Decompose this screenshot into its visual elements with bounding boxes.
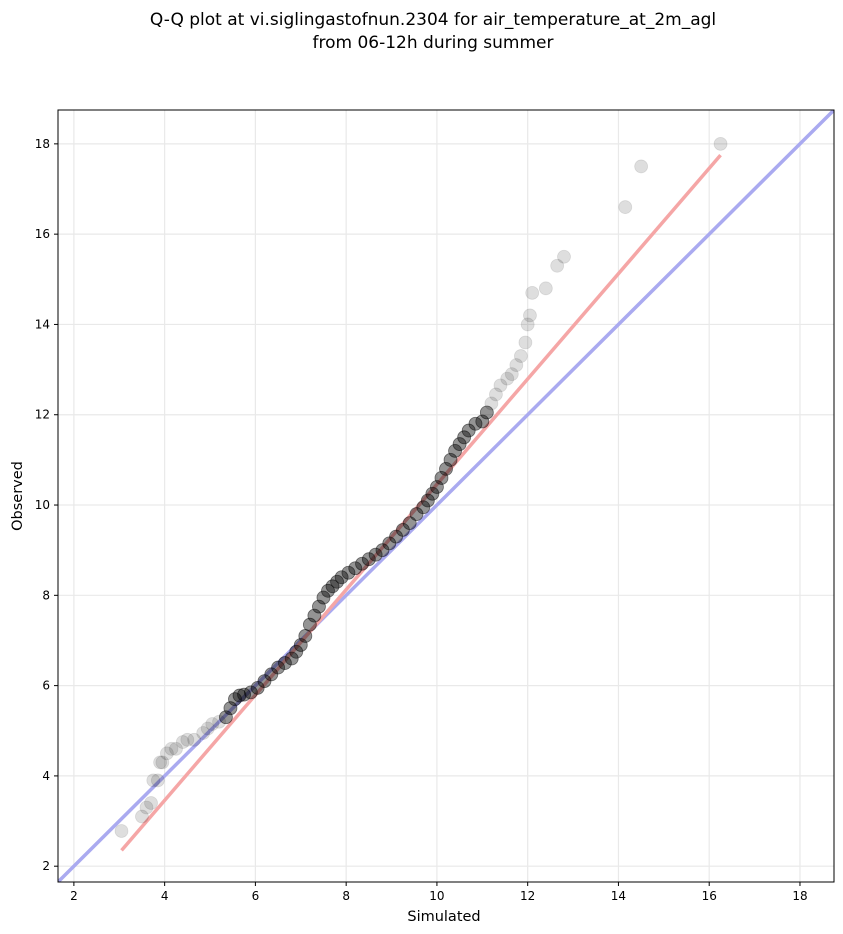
- data-point: [146, 773, 161, 788]
- data-point: [523, 308, 537, 323]
- data-point: [139, 800, 154, 815]
- data-point: [278, 656, 292, 670]
- data-point: [439, 462, 453, 476]
- data-point: [504, 367, 519, 382]
- x-tick-label: 2: [70, 889, 78, 903]
- chart-title-line-2: from 06-12h during summer: [313, 33, 554, 53]
- data-point: [430, 480, 444, 494]
- y-axis-ticks: 2 4 6 8 10 12 14 16 18: [35, 137, 58, 873]
- data-point: [180, 732, 195, 747]
- data-point: [500, 371, 515, 386]
- x-tick-label: 6: [252, 889, 260, 903]
- data-point: [420, 493, 435, 508]
- y-axis-label: Observed: [10, 461, 26, 531]
- data-point: [361, 552, 376, 567]
- data-point: [634, 159, 649, 174]
- data-point: [243, 685, 258, 700]
- data-point: [355, 556, 369, 571]
- x-tick-label: 16: [702, 889, 717, 903]
- data-point: [713, 136, 728, 151]
- data-point: [550, 258, 565, 273]
- data-point: [223, 701, 238, 716]
- data-point: [205, 717, 220, 731]
- y-tick-label: 6: [42, 679, 50, 693]
- x-tick-label: 10: [429, 889, 444, 903]
- data-point: [341, 565, 356, 580]
- data-point: [293, 638, 308, 652]
- y-tick-label: 14: [35, 317, 50, 331]
- data-point: [525, 285, 540, 300]
- data-point: [448, 443, 462, 458]
- data-point: [160, 746, 174, 761]
- data-point: [219, 710, 233, 725]
- data-point: [368, 547, 383, 562]
- y-tick-label: 18: [35, 137, 50, 151]
- data-point: [302, 617, 317, 632]
- data-point: [169, 741, 183, 756]
- data-point: [232, 688, 247, 703]
- data-point: [114, 824, 129, 838]
- data-point: [164, 741, 179, 756]
- data-point: [493, 378, 508, 393]
- y-tick-label: 16: [35, 227, 50, 241]
- data-point: [479, 405, 494, 420]
- reference-lines: [58, 110, 834, 882]
- y-tick-label: 8: [42, 588, 50, 602]
- data-point: [509, 358, 524, 372]
- data-point: [489, 387, 503, 402]
- data-point: [307, 608, 322, 623]
- x-axis-ticks: 2 4 6 8 10 12 14 16 18: [70, 882, 808, 903]
- x-tick-label: 18: [792, 889, 807, 903]
- x-axis-label: Simulated: [407, 909, 480, 925]
- y-tick-label: 2: [42, 859, 50, 873]
- data-point: [538, 281, 553, 296]
- data-point: [196, 726, 211, 740]
- data-point: [289, 644, 304, 659]
- data-point: [200, 721, 215, 736]
- data-point: [187, 732, 202, 747]
- data-point: [312, 599, 326, 614]
- data-point: [271, 660, 285, 675]
- data-point: [144, 796, 158, 810]
- plot-frame: [57, 109, 835, 883]
- data-point: [212, 714, 226, 729]
- identity-line: [58, 110, 834, 882]
- y-tick-label: 4: [42, 769, 50, 783]
- data-point: [135, 809, 149, 824]
- data-point: [316, 590, 331, 605]
- data-points: [114, 136, 728, 838]
- data-point: [452, 437, 467, 451]
- x-tick-label: 4: [161, 889, 169, 903]
- data-point: [153, 755, 168, 770]
- data-point: [434, 471, 449, 485]
- data-point: [228, 692, 242, 707]
- data-point: [150, 773, 165, 788]
- data-point: [520, 317, 535, 332]
- data-point: [557, 249, 571, 264]
- data-point: [618, 200, 633, 214]
- x-tick-label: 8: [342, 889, 350, 903]
- data-point: [425, 486, 440, 501]
- data-point: [155, 755, 170, 770]
- data-point: [334, 570, 349, 585]
- fit-line: [120, 154, 722, 852]
- x-tick-label: 14: [611, 889, 626, 903]
- x-tick-label: 12: [520, 889, 535, 903]
- data-point: [284, 651, 299, 666]
- chart-title-line-1: Q-Q plot at vi.siglingastofnun.2304 for …: [150, 10, 716, 30]
- data-point: [484, 396, 499, 411]
- data-point: [443, 452, 458, 467]
- y-tick-label: 10: [35, 498, 50, 512]
- data-point: [175, 735, 190, 749]
- data-point: [513, 349, 528, 363]
- y-tick-label: 12: [35, 408, 50, 422]
- data-point: [475, 414, 490, 429]
- data-point: [457, 430, 472, 445]
- data-point: [348, 561, 363, 576]
- data-point: [518, 335, 533, 350]
- data-point: [416, 500, 431, 515]
